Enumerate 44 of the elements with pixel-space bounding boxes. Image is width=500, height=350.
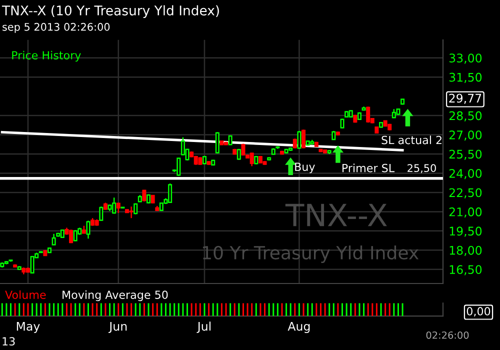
y-tick-label: 21,00	[449, 207, 482, 218]
chart-subtitle: sep 5 2013 02:26:00	[2, 22, 110, 33]
y-tick-label: 16,50	[450, 265, 482, 276]
candlestick	[302, 129, 306, 149]
x-tick-label: Jul	[196, 322, 211, 333]
candlestick	[112, 196, 116, 214]
text: 13	[2, 337, 15, 346]
candlestick	[250, 152, 254, 167]
annotation: Buy	[295, 162, 315, 174]
y-tick-label: 18,00	[450, 246, 482, 256]
candlestick	[52, 233, 56, 246]
annotation: SL actual 2	[382, 136, 442, 144]
candlestick	[176, 157, 181, 176]
text: 0,00	[466, 307, 490, 317]
candlestick	[340, 118, 344, 129]
text: Volume	[5, 290, 46, 299]
candlestick	[297, 130, 302, 150]
x-tick-label: May	[16, 322, 40, 334]
text: 02:26:00	[426, 331, 469, 339]
candlestick	[215, 132, 220, 154]
text: 25,50	[408, 164, 436, 174]
y-tick-label: 33,00	[449, 54, 482, 64]
y-tick-label: 28,50	[449, 111, 482, 122]
annotation: 10 Yr Treasury Yld Index	[203, 246, 419, 264]
y-tick-label: 24,00	[449, 168, 482, 180]
annotation: Primer SL	[342, 164, 394, 172]
y-tick-label: 19,50	[450, 226, 482, 237]
y-tick-label: 22,50	[449, 188, 482, 198]
x-tick-label: Aug	[288, 322, 310, 334]
text: Moving Average 50	[62, 290, 168, 302]
text: 29,77	[449, 94, 482, 104]
candlestick	[366, 106, 370, 124]
x-tick-label: Jun	[108, 322, 127, 333]
candlestick	[99, 206, 104, 222]
candlestick	[86, 220, 90, 240]
candlestick	[129, 206, 134, 219]
y-tick-label: 27,00	[449, 130, 482, 141]
candlestick	[30, 255, 34, 274]
y-tick-label: 25,50	[449, 150, 482, 160]
candlestick	[116, 202, 120, 214]
y-tick-label: 31,50	[449, 72, 482, 83]
chart-title: TNX--X (10 Yr Treasury Yld Index)	[2, 5, 219, 18]
annotation: TNX--X	[285, 204, 387, 226]
annotation: Price History	[12, 50, 81, 62]
